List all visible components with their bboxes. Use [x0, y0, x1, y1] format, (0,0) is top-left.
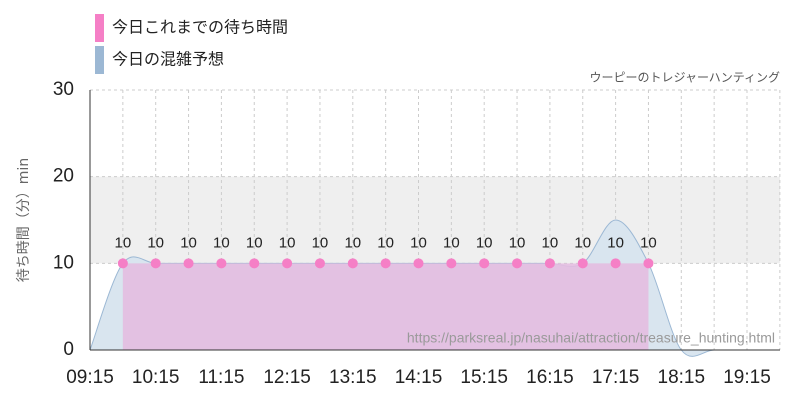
x-tick-label: 13:15 — [329, 367, 377, 388]
value-label: 10 — [542, 234, 559, 251]
legend-label: 今日これまでの待ち時間 — [112, 18, 288, 37]
value-label: 10 — [509, 234, 526, 251]
x-tick-label: 19:15 — [723, 367, 771, 388]
value-label: 10 — [246, 234, 263, 251]
actual-marker — [216, 258, 227, 269]
actual-marker — [446, 258, 457, 269]
x-tick-label: 10:15 — [132, 367, 180, 388]
x-tick-label: 11:15 — [198, 367, 244, 388]
forecast-line — [89, 219, 780, 357]
shaded-band — [90, 176, 780, 264]
x-tick-label: 09:15 — [66, 367, 114, 388]
x-tick-label: 12:15 — [263, 367, 311, 388]
x-tick-label: 17:15 — [592, 367, 640, 388]
actual-marker — [347, 258, 358, 269]
value-label: 10 — [607, 234, 624, 251]
value-label: 10 — [279, 234, 296, 251]
legend-swatch — [95, 46, 104, 74]
actual-marker — [479, 258, 490, 269]
actual-marker — [544, 258, 555, 269]
x-tick-label: 14:15 — [395, 367, 443, 388]
actual-marker — [380, 258, 391, 269]
x-tick-label: 18:15 — [658, 367, 706, 388]
value-label: 10 — [344, 234, 361, 251]
legend-swatch — [95, 14, 104, 42]
legend-label: 今日の混雑予想 — [112, 50, 224, 69]
actual-marker — [577, 258, 588, 269]
actual-marker — [413, 258, 424, 269]
value-label: 10 — [574, 234, 591, 251]
y-tick-label: 10 — [53, 252, 74, 273]
actual-marker — [643, 258, 654, 269]
value-label: 10 — [180, 234, 197, 251]
actual-marker — [512, 258, 523, 269]
y-tick-label: 20 — [53, 166, 74, 187]
value-label: 10 — [147, 234, 164, 251]
actual-marker — [282, 258, 293, 269]
actual-marker — [249, 258, 260, 269]
value-label: 10 — [312, 234, 329, 251]
actual-marker — [314, 258, 325, 269]
value-label: 10 — [410, 234, 427, 251]
actual-marker — [117, 258, 128, 269]
value-label: 10 — [443, 234, 460, 251]
value-label: 10 — [377, 234, 394, 251]
x-tick-label: 16:15 — [526, 367, 574, 388]
actual-marker — [183, 258, 194, 269]
y-tick-label: 0 — [63, 339, 74, 360]
watermark: https://parksreal.jp/nasuhai/attraction/… — [407, 330, 775, 346]
y-axis-label: 待ち時間（分）min — [16, 158, 32, 282]
value-label: 10 — [213, 234, 230, 251]
value-label: 10 — [115, 234, 132, 251]
actual-marker — [610, 258, 621, 269]
chart-subtitle: ウーピーのトレジャーハンティング — [590, 71, 780, 85]
x-tick-label: 15:15 — [460, 367, 508, 388]
actual-area — [122, 263, 649, 350]
value-label: 10 — [640, 234, 657, 251]
y-tick-label: 30 — [53, 79, 74, 100]
value-label: 10 — [476, 234, 493, 251]
actual-marker — [150, 258, 161, 269]
